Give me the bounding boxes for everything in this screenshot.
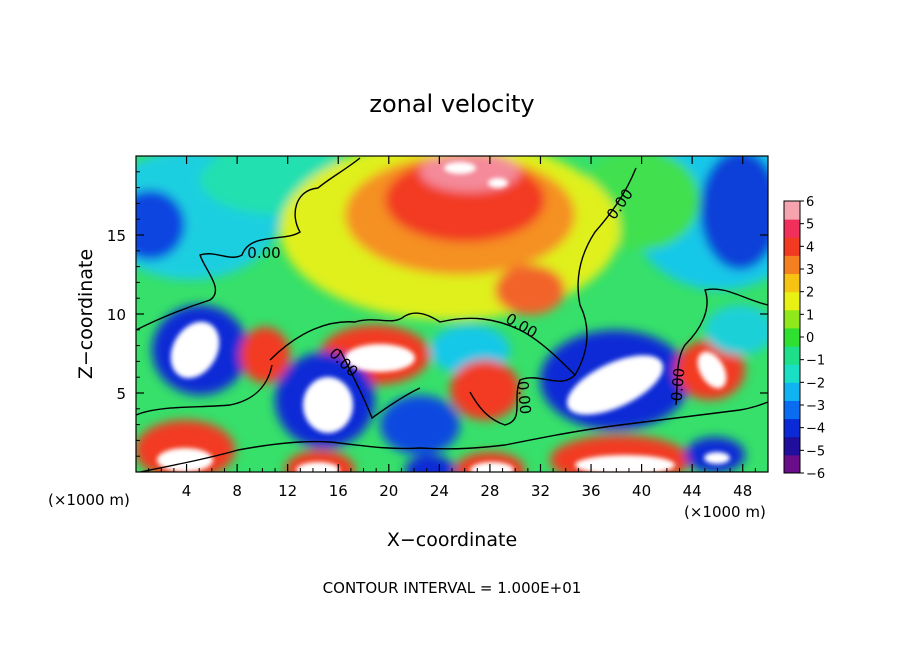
colorbar-tick-label: −3 [806,399,825,414]
colorbar-band [784,201,800,220]
region-blue-upper-right [700,156,768,270]
region-blue-bottom-mid [405,455,455,472]
contour-label: 0.00 [668,367,689,402]
colorbar-band [784,400,800,420]
region-cyan-right [705,305,768,355]
colorbar-band [784,291,800,311]
contour-label: 0.00 [514,380,535,415]
region-red-tail [495,265,565,315]
colorbar-band [784,219,800,238]
x-unit-right: (×1000 m) [684,503,766,521]
colorbar-band [784,237,800,256]
colorbar-band [784,255,800,275]
region-red-center-right [450,360,520,420]
white-core-bottom-mid [470,462,514,472]
colorbar-tick-label: 0 [806,331,814,346]
colorbar-tick-label: 5 [806,218,814,233]
x-axis: 4 8 12 16 20 24 28 32 36 40 44 48 [148,156,756,500]
white-core-center [345,344,415,372]
x-tick-label: 4 [182,482,192,500]
colorbar-band [784,418,800,438]
white-core-right [566,355,664,415]
zero-contour-center [269,312,576,426]
chart-title: zonal velocity [369,90,534,118]
colorbar-tick-label: 1 [806,308,814,323]
zero-contours [136,157,768,472]
colorbar-tick-label: −6 [806,467,825,482]
x-unit-left: (×1000 m) [48,491,130,509]
white-core-bottom-right [575,455,675,472]
colorbar-band [784,273,800,293]
colorbar-band [784,364,800,383]
colorbar-tick-label: −2 [806,376,825,391]
region-red-mid-left [240,327,290,383]
colorbar-tick-label: 4 [806,240,814,255]
zero-contour-bottom [139,401,768,472]
colorbar-tick-label: −4 [806,422,825,437]
region-blue-center-low [380,395,460,455]
white-core-lower [303,377,353,433]
zero-contour-low-center [339,349,421,420]
contour-interval-note: CONTOUR INTERVAL = 1.000E+01 [323,579,582,597]
y-axis: 5 10 15 [107,171,768,457]
white-core-left [170,321,220,379]
y-tick-label: 15 [107,227,126,245]
colorbar-band [784,309,800,329]
colorbar: 6 5 4 3 2 1 0 −1 −2 −3 −4 −5 −6 [783,195,825,482]
white-core-top-1 [444,162,476,174]
x-tick-label: 12 [278,482,297,500]
y-tick-label: 10 [107,306,126,324]
white-core-top-2 [488,178,508,188]
colorbar-band [784,346,800,365]
colorbar-tick-label: 2 [806,286,814,301]
colorbar-band [784,454,800,474]
colorbar-tick-label: 3 [806,263,814,278]
contour-label: 0.00 [247,244,280,262]
colorbar-band [784,436,800,456]
plot-area [136,156,768,472]
colorbar-band [784,382,800,401]
y-tick-label: 5 [116,385,126,403]
region-blue-upper-left [136,190,185,260]
white-core-bottom-center [296,462,340,472]
white-core-blue-right [704,452,730,464]
x-tick-label: 36 [581,482,600,500]
x-tick-label: 32 [531,482,550,500]
white-core-bottom-left [157,448,213,472]
x-tick-label: 8 [232,482,242,500]
y-axis-label: Z−coordinate [75,249,97,379]
x-tick-label: 48 [733,482,752,500]
x-tick-label: 28 [480,482,499,500]
zero-contour-low-left [136,364,273,416]
x-tick-label: 40 [632,482,651,500]
x-tick-label: 20 [379,482,398,500]
colorbar-band [784,327,800,347]
x-axis-label: X−coordinate [387,529,517,551]
x-tick-label: 44 [683,482,702,500]
zero-contour-upper [136,157,361,331]
heatmap-field [136,156,768,472]
zero-contour-far-right [675,288,768,406]
colorbar-tick-label: 6 [806,195,814,210]
x-tick-label: 16 [329,482,348,500]
colorbar-tick-label: −1 [806,354,825,369]
x-tick-label: 24 [430,482,449,500]
zero-contour-right [574,167,637,376]
colorbar-tick-label: −5 [806,444,825,459]
white-core-far-right [697,351,727,389]
